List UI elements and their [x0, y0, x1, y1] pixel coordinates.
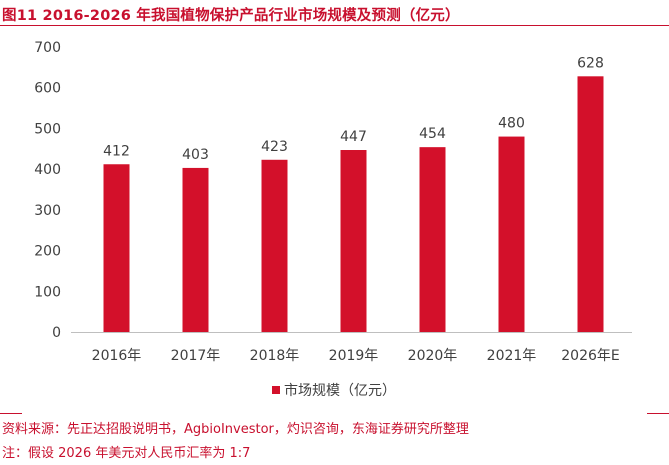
y-tick-label: 200	[34, 244, 61, 260]
x-tick-label: 2026年E	[561, 348, 619, 364]
bar-value-label: 628	[577, 55, 604, 71]
y-tick-label: 0	[52, 325, 61, 341]
bar-value-label: 454	[419, 126, 446, 142]
y-tick-label: 300	[34, 203, 61, 219]
legend: 市场规模（亿元）	[272, 380, 396, 400]
assumption-note: 注：假设 2026 年美元对人民币汇率为 1:7	[2, 446, 251, 461]
bar	[577, 76, 604, 332]
bar-value-label: 447	[340, 129, 367, 145]
legend-label: 市场规模（亿元）	[284, 383, 396, 399]
bar-value-label: 403	[182, 147, 209, 163]
bar-value-label: 480	[498, 116, 525, 132]
bars	[103, 76, 604, 332]
bar	[103, 164, 130, 332]
x-tick-label: 2019年	[329, 348, 379, 364]
x-tick-label: 2017年	[171, 348, 221, 364]
y-tick-label: 500	[34, 121, 61, 137]
bar	[182, 167, 209, 332]
x-tick-label: 2020年	[408, 348, 458, 364]
bar-value-label: 423	[261, 139, 288, 155]
legend-swatch-icon	[272, 386, 280, 394]
x-tick-label: 2018年	[250, 348, 300, 364]
source-note: 资料来源：先正达招股说明书，AgbioInvestor，灼识咨询，东海证券研究所…	[2, 422, 469, 437]
bar	[261, 159, 288, 332]
y-tick-label: 600	[34, 81, 61, 97]
bar	[419, 147, 446, 332]
x-tick-label: 2021年	[487, 348, 537, 364]
footer-divider-left	[0, 413, 22, 414]
data-labels: 412 403 423 447 454 480 628	[103, 55, 604, 163]
title-divider	[0, 25, 669, 26]
figure-title: 图11 2016-2026 年我国植物保护产品行业市场规模及预测（亿元）	[2, 8, 460, 24]
bar-value-label: 412	[103, 143, 130, 159]
bar	[340, 150, 367, 332]
y-tick-label: 400	[34, 162, 61, 178]
x-axis-ticks: 2016年 2017年 2018年 2019年 2020年 2021年 2026年E	[92, 348, 620, 364]
x-tick-label: 2016年	[92, 348, 142, 364]
footer-divider-right	[647, 413, 669, 414]
bar-chart: 0 100 200 300 400 500 600 700 412 403 423 447 454 48…	[34, 40, 632, 364]
bar	[498, 136, 525, 332]
y-tick-label: 700	[34, 40, 61, 56]
y-axis-ticks: 0 100 200 300 400 500 600 700	[34, 40, 61, 341]
y-tick-label: 100	[34, 284, 61, 300]
